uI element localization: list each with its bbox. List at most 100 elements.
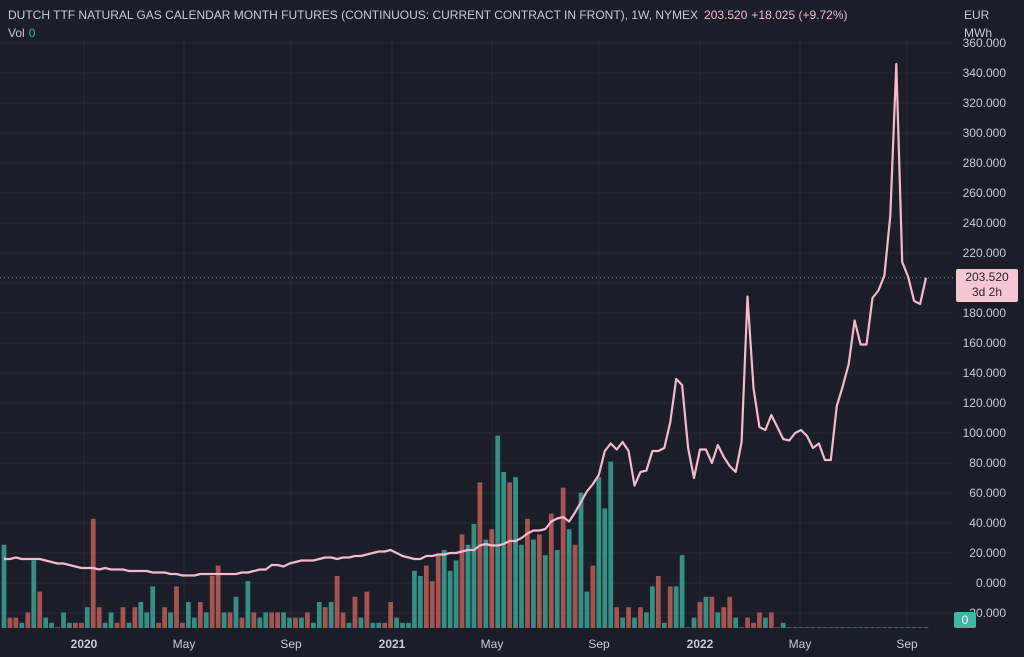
volume-bar [376,622,382,628]
volume-bar [697,602,703,628]
volume-bar [61,612,66,628]
header-price: 203.520 [704,8,748,22]
y-tick-label: 20.000 [969,546,1006,560]
volume-bar [180,622,185,628]
volume-bar [400,622,405,628]
volume-bar [792,627,798,628]
volume-bar [768,612,774,628]
volume-bar [429,581,435,628]
volume-bar [560,487,566,628]
volume-bar [435,555,441,628]
volume-bar [745,617,750,628]
volume-bar [322,607,328,628]
volume-bar [364,591,370,628]
volume-bar [774,627,780,628]
volume-bar [566,529,572,628]
volume-bar [608,461,614,628]
volume-bar [138,602,144,628]
volume-bar [536,534,542,628]
volume-bar [269,612,275,628]
volume-bar [126,622,132,628]
volume-bar [531,539,536,628]
volume-bar [197,602,203,628]
volume-bar [881,627,887,628]
volume-bar [644,612,649,628]
x-tick-label: 2020 [71,637,98,651]
volume-bar [858,627,863,628]
volume-badge: 0 [954,612,976,628]
volume-bar [763,617,768,628]
price-line [4,62,928,577]
volume-bar [483,539,489,628]
volume-bar [96,607,102,628]
volume-bar [596,477,602,628]
y-tick-label: 300.000 [963,126,1007,140]
volume-bar [602,508,608,628]
volume-bar [7,617,13,628]
volume-bar [554,550,560,628]
volume-bar [316,602,322,628]
volume-bar [37,591,43,628]
volume-bar [55,627,60,628]
volume-bar [632,617,637,628]
volume-bar [911,627,917,628]
volume-bar [346,622,352,628]
volume-bar [352,596,358,628]
volume-bar [191,617,197,628]
volume-bar [150,586,156,628]
volume-bar [358,617,364,628]
volume-bar [870,627,875,628]
volume-bar [495,435,501,628]
x-tick-label: Sep [896,637,918,651]
y-tick-label: 60.000 [969,486,1006,500]
y-tick-label: 0.000 [976,576,1006,590]
volume-bar [513,477,518,628]
price-line-group [4,62,928,577]
x-axis-ticks: 2020 May Sep 2021 May Sep 2022 May Sep [71,637,918,651]
volume-bar [739,627,744,628]
volume-bar [245,581,251,628]
volume-bar [459,534,465,628]
volume-bar [905,627,911,628]
last-price-badge-time: 3d 2h [971,285,1003,299]
volume-bar [864,627,869,628]
volume-bar [19,622,25,628]
unit-energy: MWh [964,26,992,40]
volume-bar [519,544,524,628]
volume-bar [49,622,54,628]
volume-bar [667,586,673,628]
volume-label: Vol [8,26,25,40]
volume-bar [31,560,37,628]
volume-bar [102,622,108,628]
volume-bar [798,627,804,628]
volume-bar [73,622,78,628]
volume-value: 0 [28,26,36,40]
x-tick-label: Sep [588,637,610,651]
volume-bar [780,622,786,628]
volume-legend: Vol 0 [8,26,35,40]
volume-bar [423,565,429,628]
volume-bar [727,596,733,628]
volume-bar [828,627,834,628]
y-tick-label: 140.000 [963,366,1007,380]
volume-bar [917,627,923,628]
volume-bar [685,627,691,628]
volume-bar [281,612,286,628]
volume-bar [120,607,126,628]
volume-bar [162,607,167,628]
volume-bar [304,612,310,628]
volume-bar [412,570,417,628]
x-tick-label: 2022 [687,637,714,651]
volume-bar [614,607,620,628]
x-tick-label: May [481,637,504,651]
volume-bar [310,622,316,628]
volume-bar [263,612,269,628]
volume-bar [186,602,191,628]
volume-bar [626,607,631,628]
volume-bar [804,627,810,628]
last-price-badge: 203.520 3d 2h [956,269,1018,302]
volume-bar [673,586,679,628]
volume-bar [649,586,655,628]
y-tick-label: 80.000 [969,456,1006,470]
